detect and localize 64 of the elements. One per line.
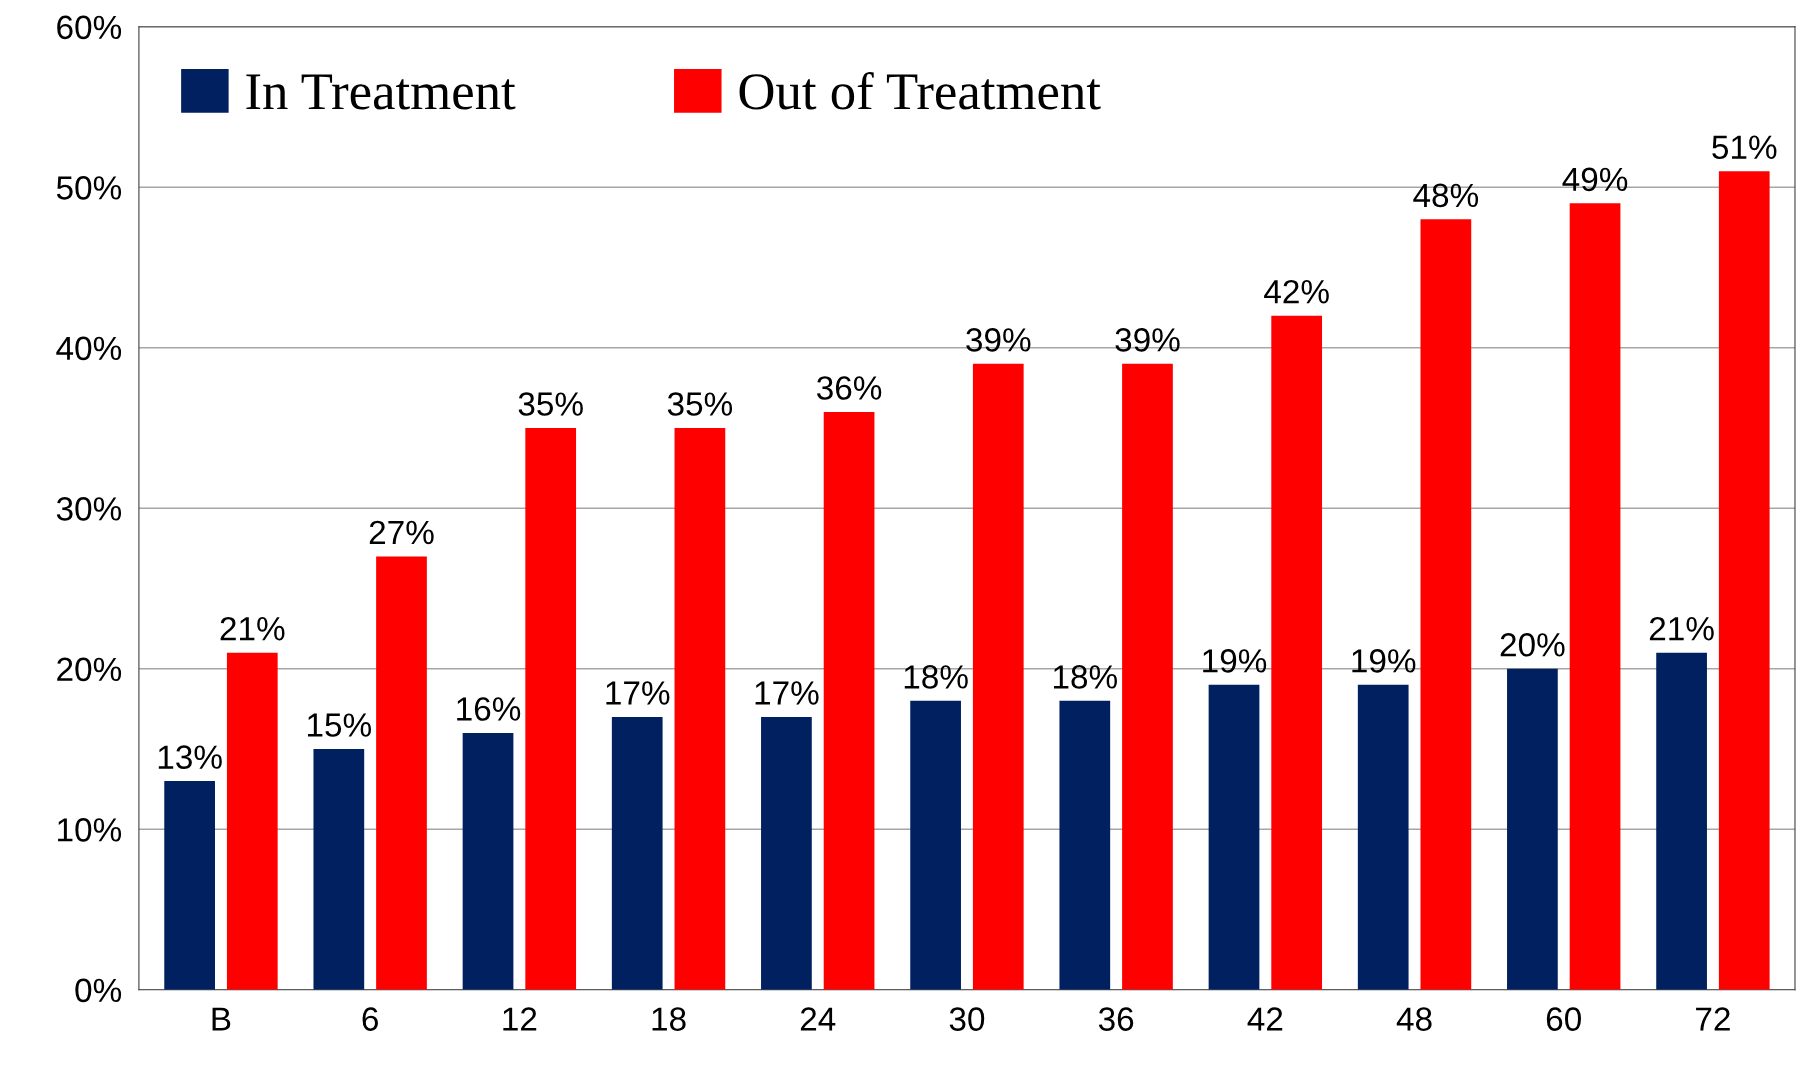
bar bbox=[1271, 315, 1323, 990]
bar bbox=[1656, 652, 1707, 990]
bar bbox=[525, 428, 577, 990]
bar bbox=[1507, 668, 1558, 990]
x-tick-label: 30 bbox=[949, 1007, 985, 1031]
bar bbox=[611, 716, 663, 990]
x-tick-label: 48 bbox=[1396, 1007, 1432, 1031]
legend-label: In Treatment bbox=[246, 74, 516, 110]
data-label: 21% bbox=[220, 616, 285, 641]
x-tick-label: 18 bbox=[652, 1007, 686, 1031]
bar bbox=[376, 556, 427, 990]
data-label: 17% bbox=[606, 681, 670, 705]
bar bbox=[1357, 684, 1409, 990]
data-label: 19% bbox=[1352, 649, 1416, 673]
bar bbox=[1569, 203, 1621, 990]
bar bbox=[674, 428, 726, 990]
bar bbox=[823, 411, 875, 990]
legend-label: Out of Treatment bbox=[739, 71, 1101, 110]
y-tick-label: 0% bbox=[75, 978, 122, 1003]
data-label: 21% bbox=[1649, 616, 1714, 641]
data-label: 13% bbox=[158, 745, 222, 769]
x-tick-label: 36 bbox=[1098, 1007, 1134, 1031]
data-label: 20% bbox=[1500, 633, 1565, 657]
data-label: 18% bbox=[1053, 665, 1117, 689]
x-tick-label: 72 bbox=[1696, 1007, 1730, 1031]
bar bbox=[1208, 684, 1260, 990]
bar bbox=[972, 363, 1024, 990]
bar bbox=[1420, 219, 1472, 990]
data-label: 42% bbox=[1264, 279, 1329, 304]
data-label: 48% bbox=[1413, 183, 1479, 208]
data-label: 39% bbox=[1115, 328, 1180, 352]
y-tick-label: 30% bbox=[56, 497, 122, 521]
bar bbox=[1122, 363, 1173, 990]
bar bbox=[226, 652, 278, 990]
data-label: 35% bbox=[667, 392, 733, 416]
y-tick-label: 50% bbox=[56, 176, 122, 200]
data-label: 49% bbox=[1562, 167, 1628, 192]
data-label: 51% bbox=[1712, 135, 1777, 160]
bar bbox=[1718, 171, 1770, 990]
data-label: 39% bbox=[966, 328, 1031, 352]
bar bbox=[1059, 700, 1111, 990]
y-tick-label: 10% bbox=[58, 818, 122, 842]
data-label: 17% bbox=[755, 681, 819, 705]
data-label: 36% bbox=[816, 376, 882, 400]
bar bbox=[313, 749, 365, 990]
bar bbox=[910, 700, 961, 990]
bar bbox=[761, 716, 812, 990]
x-tick-label: 12 bbox=[503, 1007, 537, 1031]
y-tick-label: 20% bbox=[57, 657, 122, 682]
bar bbox=[462, 732, 514, 990]
data-label: 19% bbox=[1203, 649, 1267, 673]
x-tick-label: 42 bbox=[1247, 1007, 1283, 1031]
data-label: 27% bbox=[369, 520, 434, 545]
data-label: 16% bbox=[457, 697, 521, 721]
y-tick-label: 40% bbox=[56, 336, 122, 361]
x-tick-label: 24 bbox=[800, 1007, 836, 1031]
y-tick-label: 60% bbox=[57, 15, 122, 40]
x-tick-label: 60 bbox=[1546, 1007, 1581, 1031]
data-label: 18% bbox=[904, 665, 968, 689]
x-tick-label: 6 bbox=[362, 1007, 378, 1031]
x-tick-label: B bbox=[212, 1007, 231, 1031]
data-label: 15% bbox=[308, 713, 371, 737]
bar bbox=[164, 781, 215, 990]
data-label: 35% bbox=[518, 392, 583, 416]
